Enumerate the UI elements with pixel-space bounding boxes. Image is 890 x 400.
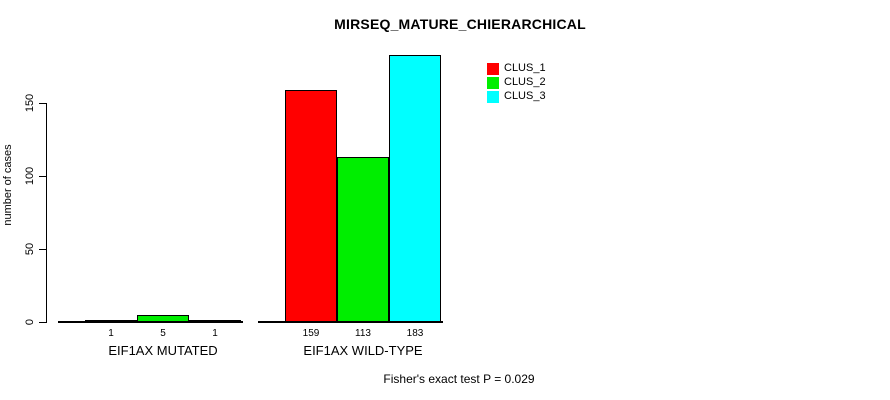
legend-item-clus-3: CLUS_3 xyxy=(487,90,546,103)
bar-clus-2-eif1ax-wild-type xyxy=(337,157,389,322)
y-axis-tick xyxy=(39,249,46,250)
x-baseline xyxy=(58,321,243,323)
y-axis-line xyxy=(46,103,47,323)
y-axis-tick-label: 50 xyxy=(24,242,36,256)
bar-value-label: 1 xyxy=(212,328,218,339)
legend-swatch-clus-1 xyxy=(487,62,499,75)
legend-item-clus-2: CLUS_2 xyxy=(487,76,546,89)
bar-clus-3-eif1ax-wild-type xyxy=(389,55,441,322)
y-axis-tick-label: 100 xyxy=(24,166,36,186)
bar-value-label: 113 xyxy=(355,328,371,339)
y-axis-tick xyxy=(39,322,46,323)
category-label-eif1ax-wild-type: EIF1AX WILD-TYPE xyxy=(303,343,423,358)
bar-value-label: 5 xyxy=(160,328,166,339)
bar-clus-2-eif1ax-mutated xyxy=(137,315,189,322)
y-axis-tick-label: 0 xyxy=(24,318,36,326)
legend: CLUS_1 CLUS_2 CLUS_3 xyxy=(487,62,546,103)
stat-test-annotation: Fisher's exact test P = 0.029 xyxy=(383,372,535,386)
y-axis-tick-label: 150 xyxy=(24,93,36,113)
bar-value-label: 183 xyxy=(406,328,424,339)
legend-label-clus-3: CLUS_3 xyxy=(504,90,546,102)
legend-swatch-clus-2 xyxy=(487,76,499,89)
legend-label-clus-2: CLUS_2 xyxy=(504,76,546,88)
bar-clus-1-eif1ax-wild-type xyxy=(285,90,337,322)
legend-swatch-clus-3 xyxy=(487,90,499,103)
bar-clus-1-eif1ax-mutated xyxy=(85,320,137,322)
bar-clus-3-eif1ax-mutated xyxy=(189,320,241,322)
category-label-eif1ax-mutated: EIF1AX MUTATED xyxy=(108,343,218,358)
legend-item-clus-1: CLUS_1 xyxy=(487,62,546,75)
x-baseline xyxy=(258,321,443,323)
bar-value-label: 159 xyxy=(302,328,320,339)
y-axis-tick xyxy=(39,176,46,177)
y-axis-label: number of cases xyxy=(2,144,14,226)
bar-value-label: 1 xyxy=(108,328,114,339)
y-axis-tick xyxy=(39,103,46,104)
chart-title: MIRSEQ_MATURE_CHIERARCHICAL xyxy=(334,16,586,32)
legend-label-clus-1: CLUS_1 xyxy=(504,62,546,74)
